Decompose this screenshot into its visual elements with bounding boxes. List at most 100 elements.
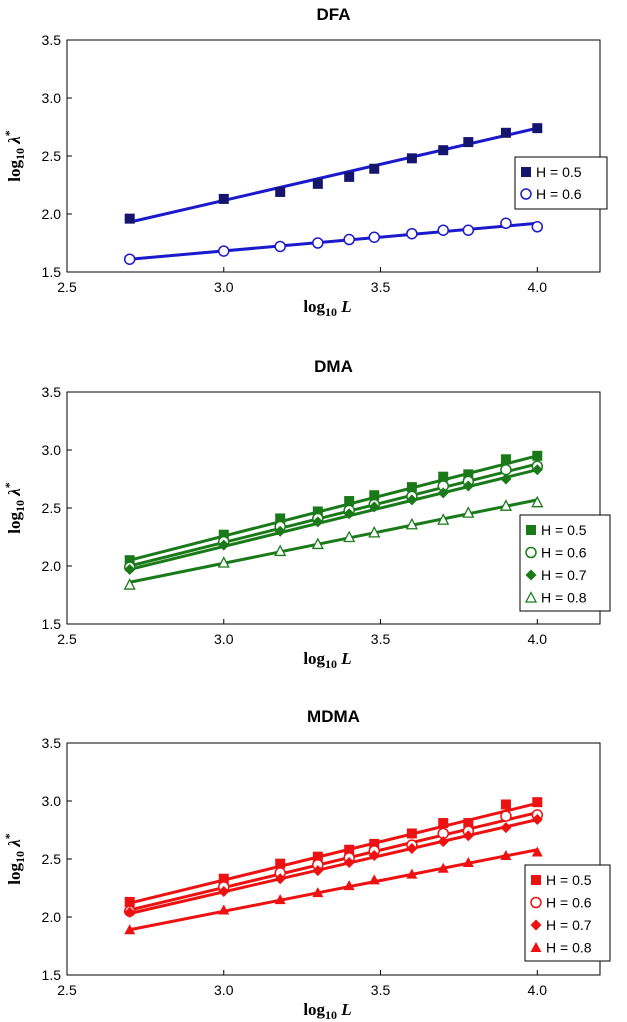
data-point [312,178,323,189]
data-point [463,137,474,148]
data-point [217,556,230,568]
y-tick-label: 3.5 [42,32,62,48]
x-tick-label: 3.0 [214,631,234,647]
x-tick-label: 3.0 [214,982,234,998]
data-point [462,480,474,492]
data-point [275,513,286,524]
chart-title: MDMA [307,707,360,726]
legend-marker [520,188,532,200]
data-point [312,516,324,528]
fit-line [129,468,538,571]
data-point [218,885,230,897]
legend-label: H = 0.7 [541,567,587,583]
data-point [500,473,512,485]
data-point [124,924,136,935]
x-axis-label: log10 L [303,297,351,319]
data-point [463,469,474,480]
x-axis-label: log10 L [303,649,351,671]
data-point [500,850,512,861]
data-point [532,123,543,134]
data-point [369,490,380,501]
fit-line [129,126,538,224]
y-tick-label: 1.5 [42,264,62,280]
data-point [500,799,511,810]
legend: H = 0.5 H = 0.6 H = 0.7 H = 0.8 [519,514,611,612]
data-point [369,838,380,849]
data-point [218,529,229,540]
data-point [274,525,286,537]
data-point [437,224,449,236]
data-point [405,517,418,530]
data-point [124,213,135,224]
data-point [343,508,355,520]
data-point [531,221,544,233]
data-point [531,814,543,826]
data-point [500,822,512,834]
data-point [532,797,543,808]
data-point [218,539,230,551]
series-3 [129,818,538,915]
series-1 [129,801,538,905]
data-point [311,537,324,550]
y-tick-label: 3.5 [42,735,62,751]
data-point [274,894,286,905]
legend-label: H = 0.5 [536,164,582,180]
data-point [344,496,355,507]
data-point [218,904,230,915]
y-tick-label: 2.0 [42,206,62,222]
data-point [124,896,135,907]
y-tick-label: 2.0 [42,558,62,574]
chart-panel-mdma: MDMA 1.5 2.0 2.5 3.0 3.5 2.5 3.0 3.5 4.0 log10 L lo… [2,707,611,1022]
fit-line [129,221,538,261]
legend-marker [521,167,531,177]
legend-marker [524,591,538,603]
data-point [274,544,287,557]
data-point [463,818,474,829]
series-1-points [124,123,543,224]
y-axis-label: log10 λ* [2,130,27,182]
chart-panel-dfa: DFA 1.5 2.0 2.5 3.0 3.5 2.5 3.0 3.5 4.0 log10 L log… [2,5,608,319]
y-tick-label: 1.5 [42,967,62,983]
x-tick-label: 2.5 [57,982,77,998]
data-point [344,844,355,855]
data-point [406,153,417,164]
y-axis-label: log10 λ* [2,833,27,885]
data-point [274,240,286,253]
plot-frame [66,742,601,976]
data-point [343,880,355,891]
x-tick-label: 3.5 [371,631,391,647]
legend-label: H = 0.6 [541,545,587,561]
x-tick-label: 3.5 [371,279,391,295]
series-4 [129,498,538,584]
legend-label: H = 0.7 [546,917,592,933]
data-point [406,494,418,506]
data-point [368,231,381,243]
data-point [312,506,323,517]
series-3 [129,468,538,571]
data-point [218,193,229,204]
data-point [124,563,136,575]
data-point [531,846,543,857]
data-point [368,850,380,862]
data-point [312,237,324,249]
legend-label: H = 0.5 [546,872,592,888]
series-1 [129,126,538,224]
data-point [438,818,449,829]
legend-marker [531,875,541,885]
data-point [437,836,449,848]
legend-marker [530,919,542,931]
data-point [438,145,449,156]
data-point [437,487,449,499]
chart-title: DFA [317,5,351,24]
x-tick-label: 4.0 [528,982,548,998]
data-point [124,555,135,566]
fit-line [129,801,538,905]
data-point [500,217,512,230]
data-point [343,856,355,868]
data-point [500,810,512,822]
data-point [123,578,136,590]
series-2-points [123,217,544,265]
data-point [462,856,474,867]
data-point [124,906,136,918]
